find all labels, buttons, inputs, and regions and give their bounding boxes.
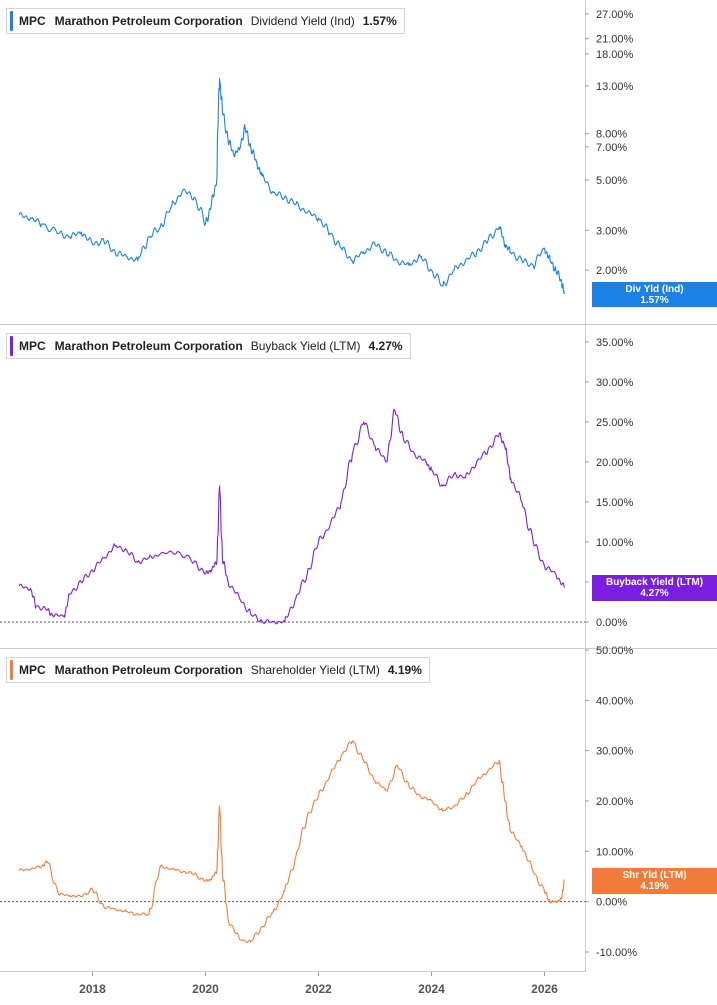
- last-value-tag-dividend: Div Yld (Ind) 1.57%: [592, 282, 717, 307]
- legend-buyback-yield: MPC Marathon Petroleum Corporation Buyba…: [6, 333, 411, 359]
- y-tick-label: 0.00%: [596, 897, 627, 909]
- legend-company: Marathon Petroleum Corporation: [54, 663, 243, 677]
- y-tick-label: 15.00%: [596, 497, 634, 509]
- legend-value: 4.27%: [368, 339, 403, 353]
- x-tick-label: 2020: [192, 982, 219, 996]
- y-tick-label: 25.00%: [596, 417, 634, 429]
- y-tick-label: 20.00%: [596, 796, 634, 808]
- y-tick-label: 18.00%: [596, 49, 634, 61]
- y-tick-label: 30.00%: [596, 377, 634, 389]
- y-tick-label: 50.00%: [596, 645, 634, 657]
- y-tick-label: 40.00%: [596, 695, 634, 707]
- legend-ticker: MPC: [19, 14, 46, 28]
- tag-label: Shr Yld (LTM): [622, 870, 687, 881]
- legend-metric: Shareholder Yield (LTM): [250, 663, 380, 677]
- tag-label: Buyback Yield (LTM): [605, 577, 704, 588]
- legend-metric: Dividend Yield (Ind): [250, 14, 355, 28]
- y-tick-label: 13.00%: [596, 81, 634, 93]
- legend-ticker: MPC: [19, 339, 46, 353]
- y-tick-label: 27.00%: [596, 9, 634, 21]
- y-tick-label: 5.00%: [596, 175, 627, 187]
- tag-value: 4.27%: [640, 588, 669, 599]
- legend-value: 4.19%: [387, 663, 422, 677]
- legend-metric: Buyback Yield (LTM): [250, 339, 361, 353]
- legend-dividend-yield: MPC Marathon Petroleum Corporation Divid…: [6, 8, 405, 34]
- last-value-tag-buyback: Buyback Yield (LTM) 4.27%: [592, 575, 717, 601]
- series-color-dividend: [10, 11, 13, 31]
- y-tick-label: 2.00%: [596, 265, 627, 277]
- x-tick-label: 2018: [79, 982, 106, 996]
- y-tick-label: 20.00%: [596, 457, 634, 469]
- series-line-0: [18, 78, 565, 295]
- y-tick-label: -10.00%: [596, 947, 637, 959]
- series-color-shareholder: [10, 660, 13, 680]
- y-tick-label: 21.00%: [596, 34, 634, 46]
- y-tick-label: 3.00%: [596, 225, 627, 237]
- series-line-1: [18, 408, 565, 625]
- tag-value: 4.19%: [640, 881, 669, 892]
- legend-company: Marathon Petroleum Corporation: [54, 339, 243, 353]
- last-value-tag-shareholder: Shr Yld (LTM) 4.19%: [592, 868, 717, 894]
- legend-company: Marathon Petroleum Corporation: [54, 14, 243, 28]
- legend-value: 1.57%: [362, 14, 397, 28]
- x-tick-label: 2026: [531, 982, 558, 996]
- series-line-2: [18, 740, 565, 944]
- tag-label: Div Yld (Ind): [625, 284, 684, 295]
- y-tick-label: 7.00%: [596, 142, 627, 154]
- y-tick-label: 10.00%: [596, 846, 634, 858]
- y-tick-label: 0.00%: [596, 617, 627, 629]
- x-tick-label: 2022: [305, 982, 332, 996]
- y-tick-label: 35.00%: [596, 337, 634, 349]
- y-tick-label: 10.00%: [596, 537, 634, 549]
- y-tick-label: 8.00%: [596, 129, 627, 141]
- series-color-buyback: [10, 336, 13, 356]
- legend-ticker: MPC: [19, 663, 46, 677]
- tag-value: 1.57%: [640, 295, 669, 306]
- x-tick-label: 2024: [418, 982, 445, 996]
- y-tick-label: 30.00%: [596, 746, 634, 758]
- legend-shareholder-yield: MPC Marathon Petroleum Corporation Share…: [6, 657, 430, 683]
